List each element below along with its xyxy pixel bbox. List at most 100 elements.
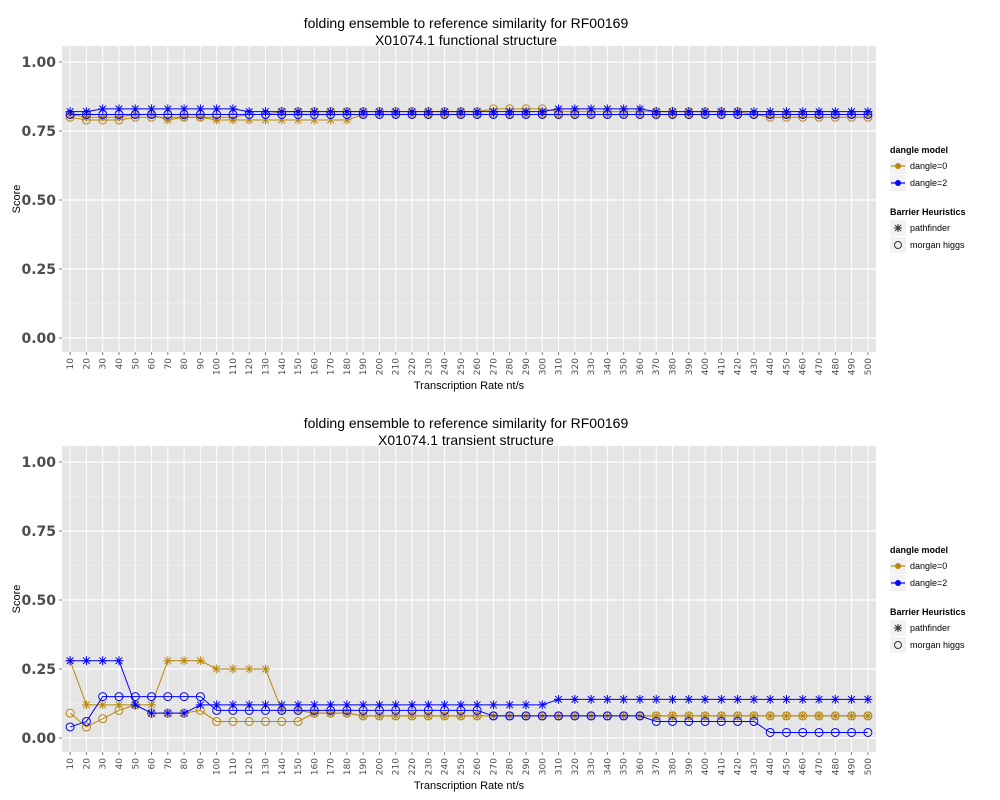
x-tick-label: 250: [457, 358, 467, 375]
x-tick-label: 500: [864, 758, 874, 775]
star-marker-icon: [894, 624, 902, 632]
x-tick-label: 180: [343, 758, 353, 775]
x-axis-label: Transcription Rate nt/s: [414, 780, 525, 792]
x-tick-label: 170: [327, 358, 337, 375]
data-point: [684, 711, 694, 721]
data-point: [863, 711, 873, 721]
x-tick-label: 240: [441, 358, 451, 375]
legend-label-dangle2: dangle=2: [910, 178, 947, 188]
data-point: [749, 716, 759, 726]
x-tick-label: 330: [587, 758, 597, 775]
data-point: [261, 716, 270, 726]
y-axis-ticks: 0.00 0.25 0.50 0.75 1.00: [21, 455, 62, 747]
data-point: [293, 705, 303, 715]
data-point: [391, 705, 401, 715]
data-point: [195, 700, 205, 710]
data-point: [537, 711, 547, 721]
data-point: [765, 711, 775, 721]
data-point: [212, 664, 222, 674]
y-tick-label: 1.00: [21, 455, 56, 471]
data-point: [830, 727, 840, 737]
data-point: [374, 109, 384, 119]
data-point: [830, 109, 840, 119]
data-point: [114, 656, 124, 666]
data-point: [798, 694, 808, 704]
legend-dot-dangle0: [895, 563, 901, 569]
legend-title-barrier: Barrier Heuristics: [890, 207, 966, 217]
x-tick-label: 420: [734, 358, 744, 375]
x-tick-label: 480: [831, 758, 841, 775]
x-tick-label: 120: [245, 358, 255, 375]
data-point: [440, 109, 450, 119]
data-point: [440, 705, 450, 715]
legend-label-morgan-higgs: morgan higgs: [910, 240, 965, 250]
legend-label-pathfinder: pathfinder: [910, 223, 950, 233]
data-point: [98, 109, 108, 119]
data-point: [570, 694, 580, 704]
y-tick-label: 0.00: [21, 331, 56, 347]
data-point: [98, 700, 108, 710]
x-tick-label: 350: [620, 758, 630, 775]
data-point: [602, 109, 612, 119]
legend-dot-dangle0: [895, 163, 901, 169]
x-tick-label: 340: [603, 358, 613, 375]
x-tick-label: 140: [278, 758, 288, 775]
plot-panel: [62, 46, 876, 352]
data-point: [570, 109, 580, 119]
data-point: [65, 109, 75, 119]
series-line: [69, 696, 868, 733]
y-tick-label: 0.50: [21, 593, 56, 609]
legend-label-dangle0: dangle=0: [910, 561, 947, 571]
data-point: [244, 700, 254, 710]
data-point: [81, 700, 91, 710]
data-point: [635, 711, 645, 721]
x-tick-label: 460: [799, 758, 809, 775]
data-point: [81, 109, 91, 119]
data-point: [147, 109, 157, 119]
x-tick-label: 490: [848, 358, 858, 375]
x-tick-label: 320: [571, 358, 581, 375]
data-point: [847, 694, 857, 704]
x-tick-label: 300: [538, 758, 548, 775]
y-tick-label: 0.75: [21, 524, 56, 540]
legend-label-morgan-higgs: morgan higgs: [910, 640, 965, 650]
data-point: [195, 656, 205, 666]
legend: dangle model dangle=0 dangle=2 Barrier H…: [890, 545, 966, 653]
x-tick-label: 90: [196, 758, 206, 770]
x-axis-ticks: 10 20 30 40 50 60 70 80 90 100 110 120 130 140 150 160 1…: [66, 352, 874, 375]
data-point: [326, 109, 336, 119]
data-point: [537, 109, 547, 119]
data-point: [423, 705, 433, 715]
data-point: [277, 109, 287, 119]
data-point: [163, 109, 173, 119]
x-tick-label: 40: [115, 758, 125, 770]
data-point: [733, 109, 743, 119]
data-point: [781, 711, 791, 721]
data-point: [668, 716, 677, 726]
data-point: [684, 694, 694, 704]
y-axis-label: Score: [11, 185, 23, 214]
x-tick-label: 160: [310, 358, 320, 375]
data-point: [277, 705, 287, 715]
data-point: [635, 109, 645, 119]
x-tick-label: 30: [99, 358, 109, 370]
x-tick-label: 190: [359, 358, 369, 375]
data-point: [619, 694, 629, 704]
y-tick-label: 0.25: [21, 262, 56, 278]
grid-lines: [62, 46, 876, 352]
x-tick-label: 410: [717, 758, 727, 775]
data-point: [212, 104, 222, 114]
data-point: [407, 711, 417, 721]
data-point: [668, 694, 677, 704]
data-point: [781, 694, 791, 704]
x-tick-label: 470: [815, 758, 825, 775]
data-point: [586, 694, 596, 704]
data-point: [684, 716, 694, 726]
x-tick-label: 370: [652, 758, 662, 775]
data-point: [98, 115, 108, 125]
data-point: [179, 692, 189, 702]
legend-label-dangle2: dangle=2: [910, 578, 947, 588]
x-tick-label: 230: [424, 358, 434, 375]
data-point: [619, 109, 629, 119]
